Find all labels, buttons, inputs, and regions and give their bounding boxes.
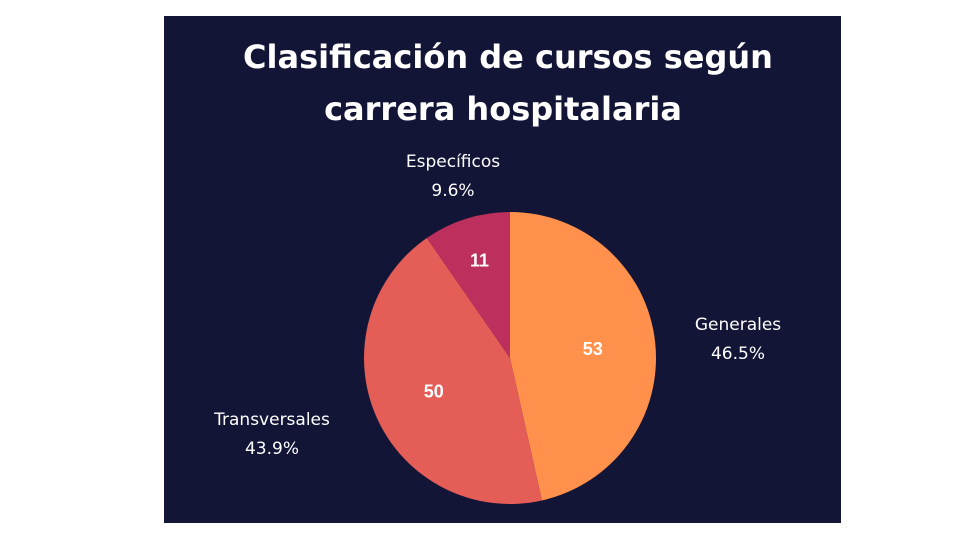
slice-percent-label: 9.6% [431, 181, 474, 201]
slice-percent-label: 46.5% [711, 344, 765, 364]
slice-category-label: Transversales [213, 410, 330, 430]
slice-value-label: 50 [424, 381, 444, 401]
slice-value-label: 11 [470, 250, 489, 270]
pie-slices [363, 212, 656, 505]
pie-slice-transversales [363, 238, 542, 505]
slice-percent-label: 43.9% [245, 439, 299, 459]
slice-category-label: Generales [695, 315, 781, 335]
chart-title-line-2: carrera hospitalaria [324, 90, 682, 128]
slice-value-label: 53 [583, 339, 603, 359]
slice-category-label: Específicos [406, 152, 500, 172]
pie-labels: 53 Generales 46.5% 50 Transversales 43.9% 11 Es… [213, 152, 781, 459]
pie-slice-especificos [426, 212, 510, 358]
pie-slice-generales [510, 212, 656, 501]
chart-title-line-1: Clasificación de cursos según [243, 38, 773, 76]
